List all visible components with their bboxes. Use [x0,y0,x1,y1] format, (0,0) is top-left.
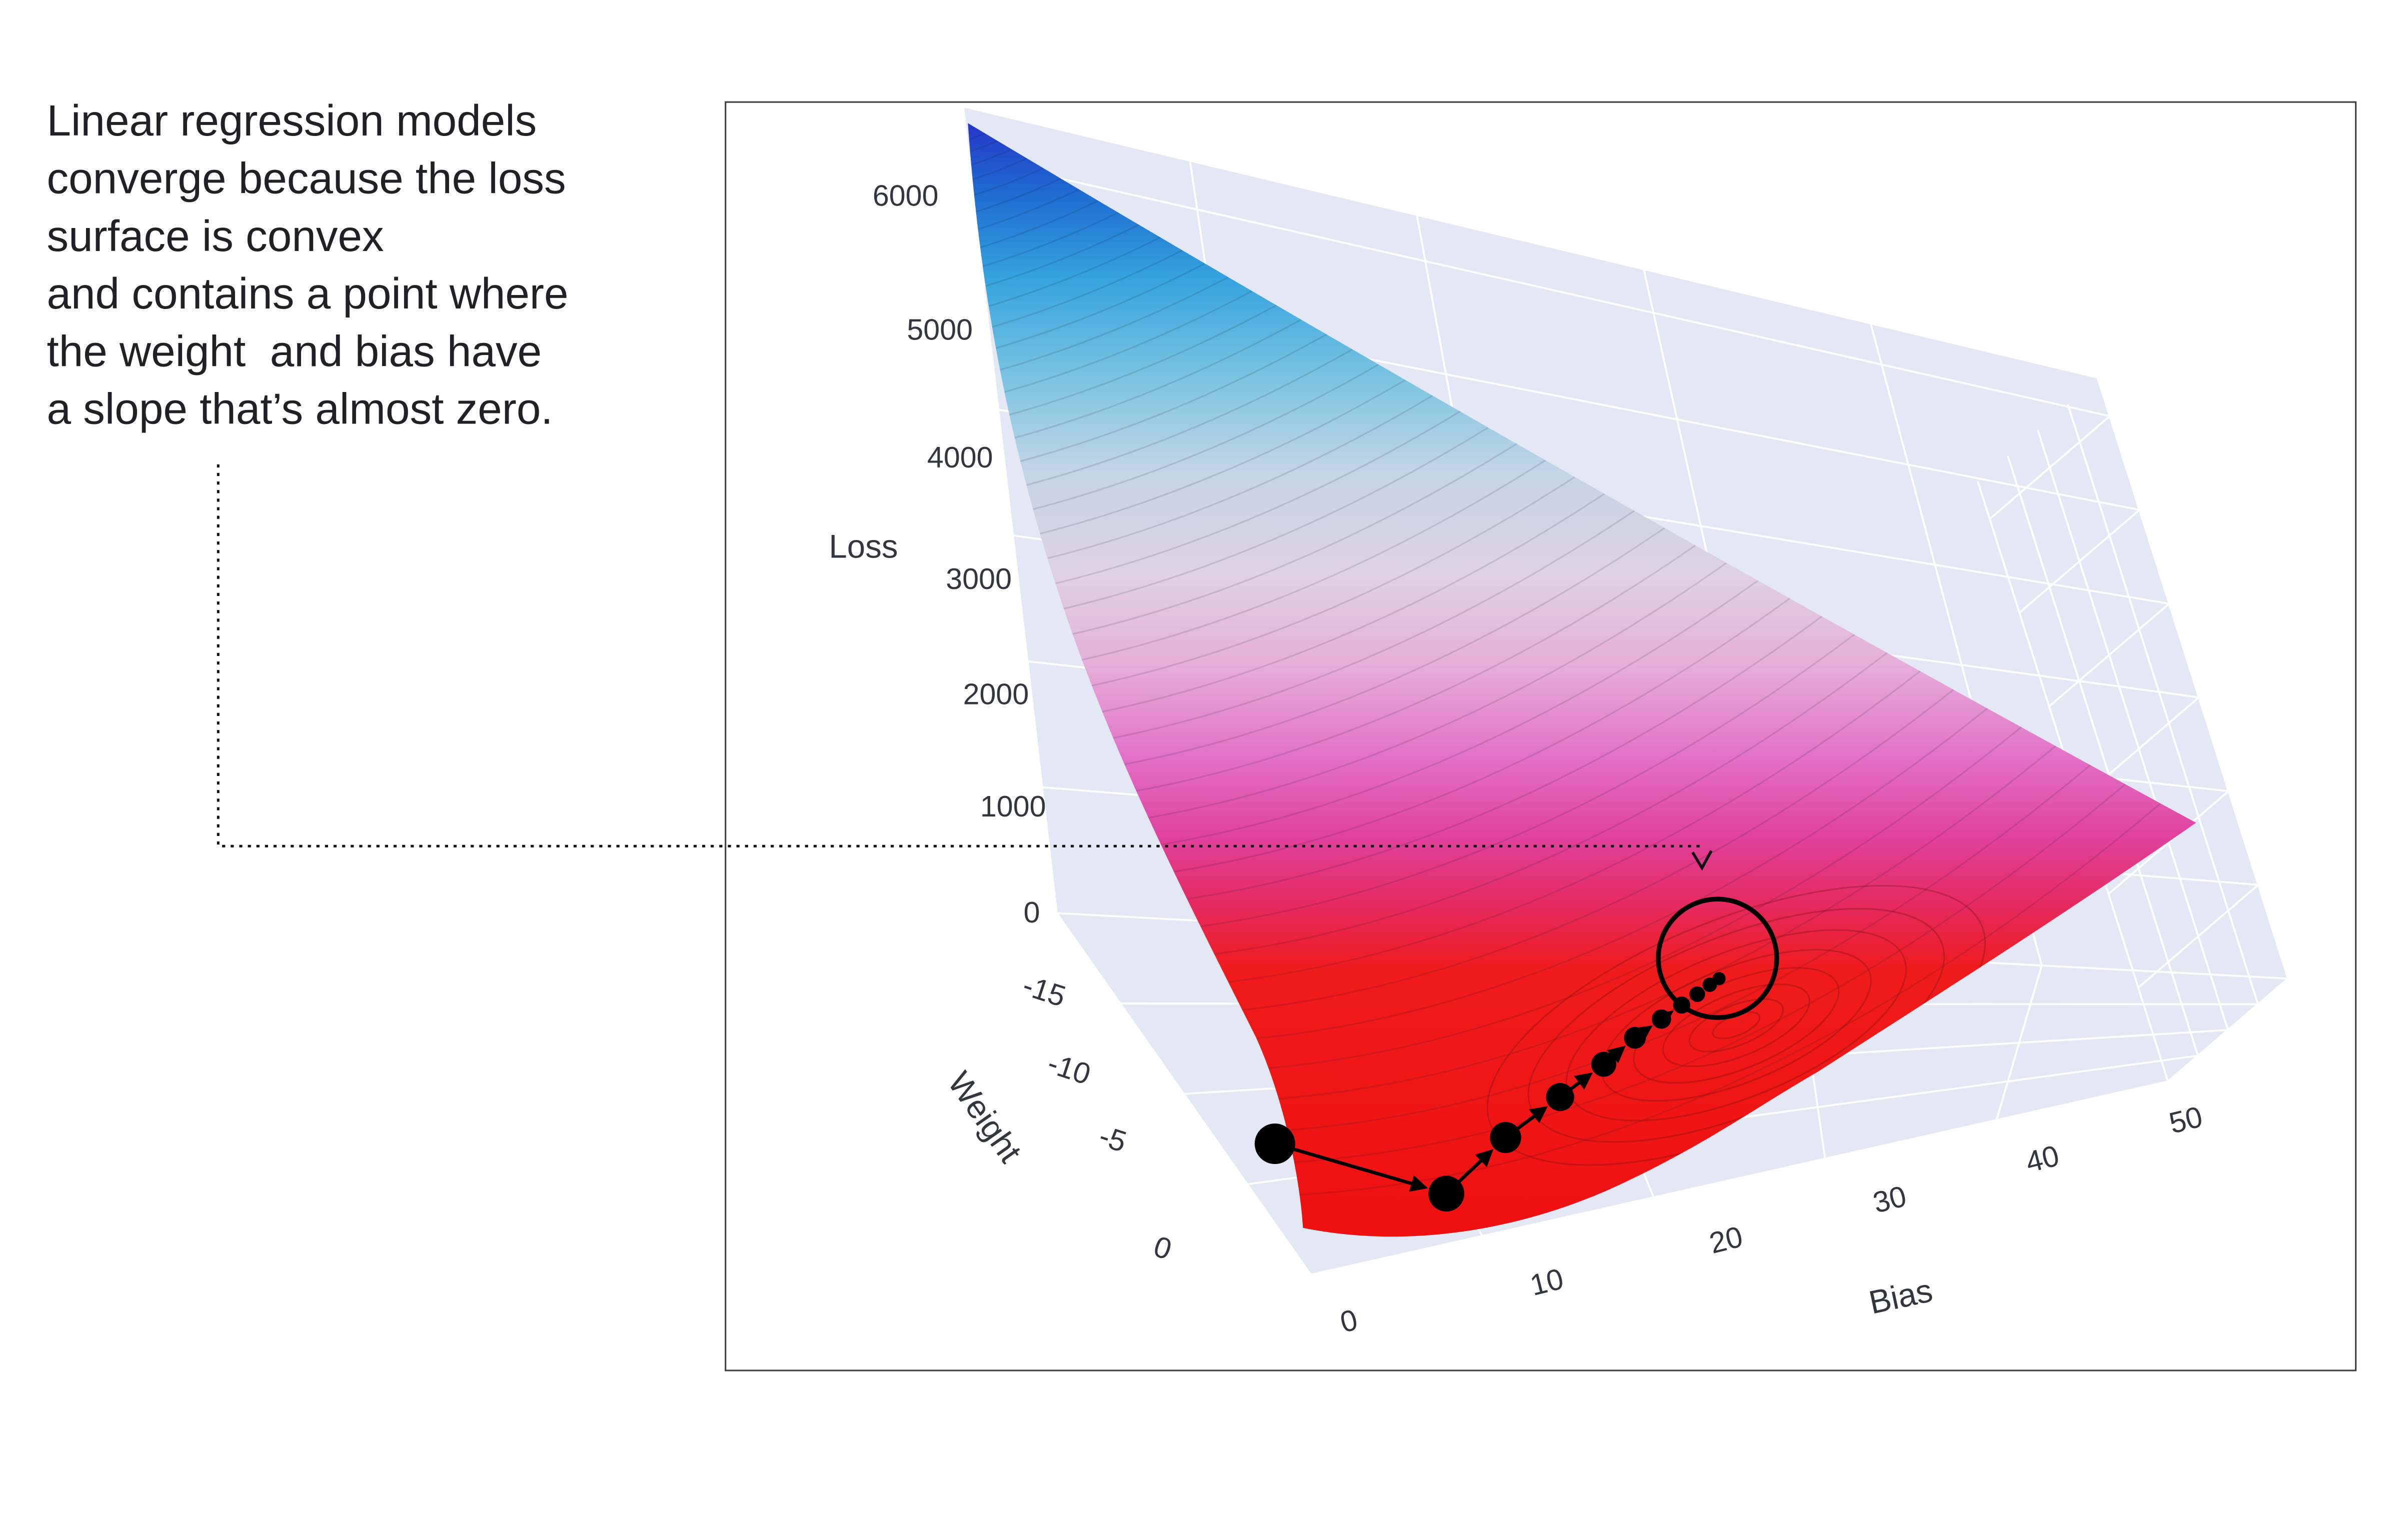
surface-chart[interactable]: Loss 6000 5000 4000 3000 2000 1000 0 Wei… [726,103,2355,1370]
minimum-circle [1656,896,1779,1020]
loss-axis-title: Loss [829,528,898,565]
bias-tick-label: 50 [2166,1100,2206,1140]
weight-tick-label: -5 [1095,1118,1131,1158]
loss-tick-label: 4000 [927,440,993,474]
weight-tick-label: -10 [1044,1046,1095,1091]
bias-tick-label: 40 [2022,1138,2062,1179]
bias-tick-label: 10 [1527,1262,1567,1302]
loss-tick-label: 0 [1024,896,1040,929]
loss-tick-label: 1000 [980,790,1046,823]
weight-axis-title: Weight [941,1065,1029,1169]
bias-tick-label: 0 [1337,1302,1361,1339]
loss-surface-plot: Loss 6000 5000 4000 3000 2000 1000 0 Wei… [725,101,2357,1372]
loss-tick-label: 5000 [907,312,973,346]
loss-tick-label: 3000 [946,562,1012,596]
bias-axis-title: Bias [1866,1272,1936,1321]
annotation-text: Linear regression models converge becaus… [47,96,569,433]
bias-tick-label: 30 [1869,1179,1909,1220]
loss-tick-label: 2000 [963,678,1029,711]
weight-tick-label: -15 [1019,968,1070,1013]
bias-tick-label: 20 [1706,1220,1746,1260]
loss-tick-label: 6000 [873,178,939,212]
gradient-descent-path [1254,972,1726,1212]
weight-tick-label: 0 [1150,1230,1176,1266]
